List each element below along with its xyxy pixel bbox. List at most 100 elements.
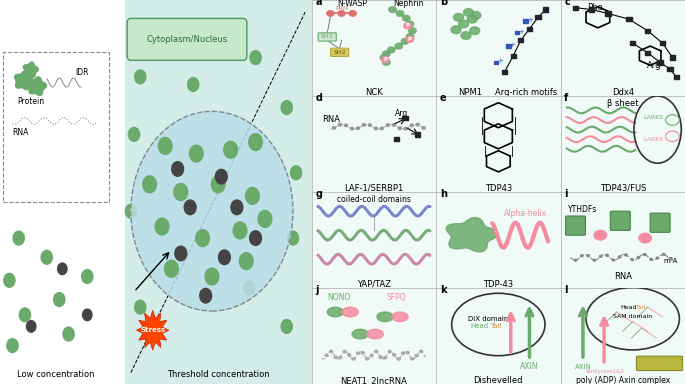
Text: d: d xyxy=(315,93,323,103)
Circle shape xyxy=(246,187,260,204)
Circle shape xyxy=(458,20,469,28)
FancyBboxPatch shape xyxy=(318,33,336,41)
FancyBboxPatch shape xyxy=(125,0,312,384)
Circle shape xyxy=(406,21,414,27)
Text: NPM1: NPM1 xyxy=(458,88,482,97)
Circle shape xyxy=(211,176,225,193)
Text: RNA: RNA xyxy=(12,128,29,137)
Circle shape xyxy=(420,350,423,353)
Text: i: i xyxy=(564,189,568,199)
Circle shape xyxy=(631,259,634,261)
Text: Arg-rich motifs: Arg-rich motifs xyxy=(495,88,557,97)
Circle shape xyxy=(388,351,391,353)
Circle shape xyxy=(142,176,156,193)
Bar xyxy=(626,17,632,22)
Bar xyxy=(670,56,675,60)
Circle shape xyxy=(461,32,471,39)
Circle shape xyxy=(625,254,627,256)
Circle shape xyxy=(401,352,405,354)
Circle shape xyxy=(581,255,583,257)
Ellipse shape xyxy=(327,307,343,317)
Circle shape xyxy=(599,255,602,257)
Circle shape xyxy=(175,246,187,261)
Text: coiled-coil domains: coiled-coil domains xyxy=(337,195,411,204)
Ellipse shape xyxy=(342,307,358,317)
Bar xyxy=(527,27,532,31)
Circle shape xyxy=(82,270,93,283)
Text: a: a xyxy=(315,0,322,7)
Text: Stress: Stress xyxy=(140,327,165,333)
Text: Arg: Arg xyxy=(395,109,408,118)
Circle shape xyxy=(290,166,301,180)
Circle shape xyxy=(375,350,377,353)
Circle shape xyxy=(219,250,230,265)
Circle shape xyxy=(612,259,614,261)
Circle shape xyxy=(19,308,31,322)
Text: SAM domain: SAM domain xyxy=(613,314,652,319)
Circle shape xyxy=(384,357,386,359)
Circle shape xyxy=(128,127,140,141)
Circle shape xyxy=(606,254,608,256)
Bar xyxy=(630,41,636,45)
Circle shape xyxy=(370,354,373,357)
Circle shape xyxy=(164,260,178,277)
Text: LARKS: LARKS xyxy=(644,114,664,120)
Text: LARKS: LARKS xyxy=(644,137,664,142)
Text: YAP/TAZ: YAP/TAZ xyxy=(357,280,391,289)
FancyBboxPatch shape xyxy=(636,356,682,371)
Circle shape xyxy=(174,184,188,200)
Bar xyxy=(394,137,399,141)
Bar xyxy=(536,15,541,19)
Circle shape xyxy=(325,354,328,356)
Circle shape xyxy=(379,356,382,358)
Circle shape xyxy=(13,231,24,245)
Circle shape xyxy=(356,127,360,129)
Circle shape xyxy=(27,321,36,332)
Circle shape xyxy=(366,358,369,360)
Circle shape xyxy=(411,358,414,360)
Circle shape xyxy=(403,15,410,21)
Text: LAF-1/SERBP1: LAF-1/SERBP1 xyxy=(345,184,403,193)
Bar xyxy=(605,12,610,16)
Text: TDP43: TDP43 xyxy=(485,184,512,193)
Text: RNA: RNA xyxy=(614,272,632,281)
Circle shape xyxy=(374,127,377,130)
Circle shape xyxy=(125,204,136,218)
Circle shape xyxy=(350,127,353,130)
Circle shape xyxy=(398,127,401,129)
Circle shape xyxy=(406,36,414,42)
Text: IDR: IDR xyxy=(75,68,88,78)
Circle shape xyxy=(190,145,203,162)
Circle shape xyxy=(397,11,403,16)
Text: N-WASP: N-WASP xyxy=(338,0,368,8)
Circle shape xyxy=(393,354,396,356)
Text: h: h xyxy=(440,189,447,199)
Bar xyxy=(660,41,665,45)
Circle shape xyxy=(200,288,212,303)
FancyBboxPatch shape xyxy=(610,211,630,230)
Circle shape xyxy=(281,319,292,333)
Circle shape xyxy=(404,127,408,130)
Circle shape xyxy=(382,56,389,62)
Text: poly (ADP) Axin complex: poly (ADP) Axin complex xyxy=(575,376,670,384)
FancyBboxPatch shape xyxy=(331,48,349,56)
Text: AXIN: AXIN xyxy=(520,362,538,371)
Circle shape xyxy=(406,351,409,354)
Circle shape xyxy=(574,259,577,261)
Circle shape xyxy=(416,123,419,126)
Circle shape xyxy=(393,124,395,126)
Text: Cytoplasm/Nucleus: Cytoplasm/Nucleus xyxy=(147,35,227,44)
Circle shape xyxy=(669,258,671,260)
Text: +: + xyxy=(510,42,516,48)
Ellipse shape xyxy=(377,312,393,321)
FancyBboxPatch shape xyxy=(566,216,586,235)
Circle shape xyxy=(422,127,425,129)
Circle shape xyxy=(593,259,596,261)
Circle shape xyxy=(3,273,15,287)
Bar xyxy=(414,132,420,137)
Bar xyxy=(514,31,519,35)
Bar xyxy=(543,8,549,12)
Circle shape xyxy=(205,268,219,285)
Circle shape xyxy=(239,253,253,270)
Circle shape xyxy=(83,309,92,321)
